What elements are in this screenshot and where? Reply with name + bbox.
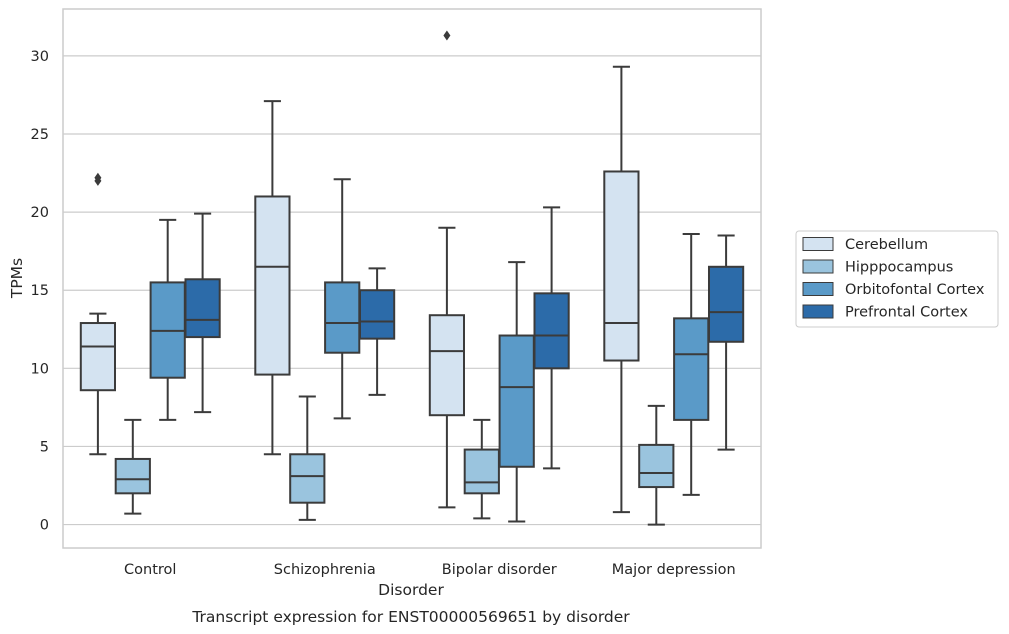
box-1-3 [358, 267, 396, 396]
box-iqr [463, 448, 500, 495]
legend-label: Orbitofontal Cortex [845, 282, 985, 298]
legend-label: Hipppocampus [845, 260, 953, 276]
box-3-3 [707, 234, 745, 451]
box-0-3 [184, 212, 221, 414]
box-series [79, 30, 745, 526]
y-tick-label: 20 [31, 205, 49, 221]
box-2-2 [498, 261, 535, 523]
legend-swatch [802, 237, 834, 251]
box-0-1 [114, 418, 151, 515]
x-tick-label: Bipolar disorder [442, 562, 557, 578]
box-1-2 [324, 178, 361, 420]
box-iqr [79, 322, 117, 392]
y-tick-label: 10 [31, 361, 49, 377]
plot-frame [62, 8, 762, 549]
legend-label: Prefrontal Cortex [845, 305, 968, 321]
box-iqr [184, 278, 221, 339]
box-iqr [254, 195, 291, 376]
x-tick-label: Major depression [612, 562, 736, 578]
x-tick-label: Control [124, 562, 176, 578]
box-iqr [673, 317, 710, 421]
legend-swatch [802, 282, 834, 296]
box-iqr [603, 170, 640, 362]
x-tick-labels: Control Schizophrenia Bipolar disorder Majo… [124, 562, 736, 578]
y-axis-title: TPMs [8, 258, 26, 299]
box-1-0 [254, 100, 291, 456]
legend-label: Cerebellum [845, 237, 928, 253]
box-iqr [428, 314, 466, 417]
legend-swatch [802, 304, 834, 319]
box-3-1 [638, 404, 675, 526]
box-3-2 [673, 232, 710, 496]
box-iqr [358, 289, 396, 340]
box-iqr [289, 453, 326, 504]
chart-caption: Transcript expression for ENST0000056965… [191, 608, 630, 626]
x-axis-title: Disorder [378, 581, 444, 599]
box-2-0 [428, 30, 466, 509]
legend-frame [795, 230, 999, 328]
box-iqr [114, 457, 151, 495]
y-tick-label: 5 [40, 439, 49, 455]
y-tick-label: 15 [31, 283, 49, 299]
box-3-0 [603, 65, 640, 514]
box-2-3 [533, 206, 570, 470]
y-tick-label: 0 [40, 518, 49, 534]
box-iqr [324, 281, 361, 354]
legend-swatch [802, 259, 834, 274]
x-tick-label: Schizophrenia [274, 562, 376, 578]
box-2-1 [463, 418, 500, 520]
outlier-point [443, 30, 451, 41]
box-iqr [533, 292, 570, 370]
y-tick-label: 30 [31, 49, 49, 65]
box-0-0 [79, 172, 117, 456]
legend: Cerebellum Hipppocampus Orbitofontal Corte… [795, 230, 999, 328]
box-iqr [707, 265, 745, 343]
y-tick-labels: 0 5 10 15 20 25 30 [31, 49, 49, 534]
box-0-2 [149, 218, 186, 421]
y-tick-label: 25 [31, 127, 49, 143]
box-1-1 [289, 395, 326, 521]
outlier-point [94, 172, 102, 183]
box-iqr [498, 334, 535, 468]
box-iqr [638, 443, 675, 489]
